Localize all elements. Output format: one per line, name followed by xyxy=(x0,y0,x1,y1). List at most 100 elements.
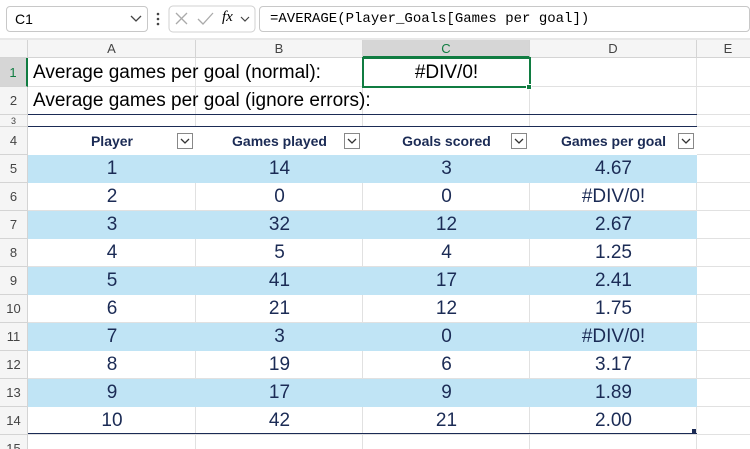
table-cell[interactable]: 4.67 xyxy=(595,158,632,179)
table-cell[interactable]: 5 xyxy=(106,270,118,291)
table-cell[interactable]: 19 xyxy=(268,354,291,375)
row-header[interactable]: 10 xyxy=(0,295,28,323)
column-header[interactable]: C xyxy=(363,40,530,58)
cell[interactable] xyxy=(697,295,750,323)
cell[interactable] xyxy=(28,351,196,379)
cell[interactable] xyxy=(697,267,750,295)
table-cell[interactable]: 17 xyxy=(268,382,291,403)
table-cell[interactable]: #DIV/0! xyxy=(581,326,646,347)
cell[interactable] xyxy=(530,407,697,435)
table-cell[interactable]: #DIV/0! xyxy=(581,186,646,207)
table-cell[interactable]: 21 xyxy=(268,298,291,319)
row-header[interactable]: 7 xyxy=(0,211,28,239)
row-header[interactable]: 1 xyxy=(0,58,28,87)
table-cell[interactable]: 0 xyxy=(441,326,452,347)
table-cell[interactable]: 5 xyxy=(274,242,285,263)
column-header[interactable]: D xyxy=(530,40,697,58)
table-cell[interactable]: 32 xyxy=(268,214,291,235)
table-cell[interactable]: 17 xyxy=(435,270,458,291)
row-header[interactable]: 5 xyxy=(0,155,28,183)
cell[interactable] xyxy=(196,183,363,211)
table-header[interactable]: Goals scored xyxy=(363,127,530,155)
cell[interactable] xyxy=(196,351,363,379)
table-cell[interactable]: 9 xyxy=(441,382,452,403)
table-cell[interactable]: 3 xyxy=(106,214,118,235)
column-header[interactable]: B xyxy=(196,40,363,58)
selected-cell[interactable]: #DIV/0! xyxy=(362,57,531,88)
row-header[interactable]: 4 xyxy=(0,127,28,155)
cell[interactable] xyxy=(28,407,196,435)
table-cell[interactable]: 7 xyxy=(106,326,118,347)
name-box[interactable]: C1 xyxy=(6,6,148,32)
table-cell[interactable]: 1.89 xyxy=(595,382,632,403)
table-cell[interactable]: 2 xyxy=(106,186,118,207)
cell[interactable] xyxy=(530,87,697,115)
cell[interactable] xyxy=(196,407,363,435)
filter-button[interactable] xyxy=(177,133,193,149)
column-header[interactable]: A xyxy=(28,40,196,58)
cell[interactable] xyxy=(697,155,750,183)
cell[interactable] xyxy=(530,435,697,449)
table-cell[interactable]: 2.41 xyxy=(595,270,632,291)
table-header[interactable]: Games played xyxy=(196,127,363,155)
table-cell[interactable]: 1.25 xyxy=(595,242,632,263)
row-header[interactable]: 2 xyxy=(0,87,28,115)
fx-label[interactable]: fx xyxy=(222,9,233,25)
cell[interactable] xyxy=(697,407,750,435)
cell[interactable] xyxy=(697,58,750,87)
table-cell[interactable]: 14 xyxy=(268,158,291,179)
row-header[interactable]: 13 xyxy=(0,379,28,407)
table-cell[interactable]: 3.17 xyxy=(595,354,632,375)
table-cell[interactable]: 3 xyxy=(441,158,452,179)
cell[interactable] xyxy=(363,295,530,323)
table-cell[interactable]: 12 xyxy=(435,298,458,319)
cell[interactable] xyxy=(363,183,530,211)
filter-button[interactable] xyxy=(511,133,527,149)
cell[interactable] xyxy=(697,87,750,115)
table-cell[interactable]: 41 xyxy=(268,270,291,291)
table-cell[interactable]: 2.67 xyxy=(595,214,632,235)
cell[interactable] xyxy=(28,295,196,323)
table-header[interactable]: Player xyxy=(28,127,196,155)
table-cell[interactable]: 10 xyxy=(101,410,123,431)
cell[interactable] xyxy=(530,183,697,211)
cell[interactable] xyxy=(530,295,697,323)
cell[interactable] xyxy=(530,351,697,379)
cell[interactable] xyxy=(28,435,196,449)
table-cell[interactable]: 3 xyxy=(274,326,285,347)
cell[interactable] xyxy=(697,127,750,155)
cell[interactable] xyxy=(363,87,530,115)
cell-text[interactable]: Average games per goal (ignore errors): xyxy=(33,90,371,111)
row-header[interactable]: 14 xyxy=(0,407,28,435)
cell[interactable] xyxy=(697,183,750,211)
row-header[interactable]: 3 xyxy=(0,115,28,127)
row-header[interactable]: 9 xyxy=(0,267,28,295)
table-cell[interactable]: 2.00 xyxy=(595,410,632,431)
filter-button[interactable] xyxy=(344,133,360,149)
cell[interactable] xyxy=(530,239,697,267)
filter-button[interactable] xyxy=(678,133,694,149)
cell[interactable] xyxy=(28,239,196,267)
row-header[interactable]: 11 xyxy=(0,323,28,351)
table-cell[interactable]: 6 xyxy=(441,354,452,375)
table-cell[interactable]: 0 xyxy=(441,186,452,207)
cell[interactable] xyxy=(363,407,530,435)
row-header[interactable]: 12 xyxy=(0,351,28,379)
table-cell[interactable]: 8 xyxy=(106,354,118,375)
formula-input[interactable]: =AVERAGE(Player_Goals[Games per goal]) xyxy=(259,6,750,32)
cell[interactable] xyxy=(28,183,196,211)
row-header[interactable]: 15 xyxy=(0,435,28,449)
table-cell[interactable]: 1.75 xyxy=(595,298,632,319)
cell[interactable] xyxy=(28,58,196,87)
table-cell[interactable]: 42 xyxy=(268,410,291,431)
cell[interactable] xyxy=(697,323,750,351)
cell[interactable] xyxy=(697,379,750,407)
cell[interactable] xyxy=(363,435,530,449)
table-cell[interactable]: 9 xyxy=(106,382,118,403)
select-all[interactable] xyxy=(0,40,28,58)
row-header[interactable]: 8 xyxy=(0,239,28,267)
table-cell[interactable]: 4 xyxy=(441,242,452,263)
row-header[interactable]: 6 xyxy=(0,183,28,211)
cell[interactable] xyxy=(697,351,750,379)
cell[interactable] xyxy=(530,58,697,87)
